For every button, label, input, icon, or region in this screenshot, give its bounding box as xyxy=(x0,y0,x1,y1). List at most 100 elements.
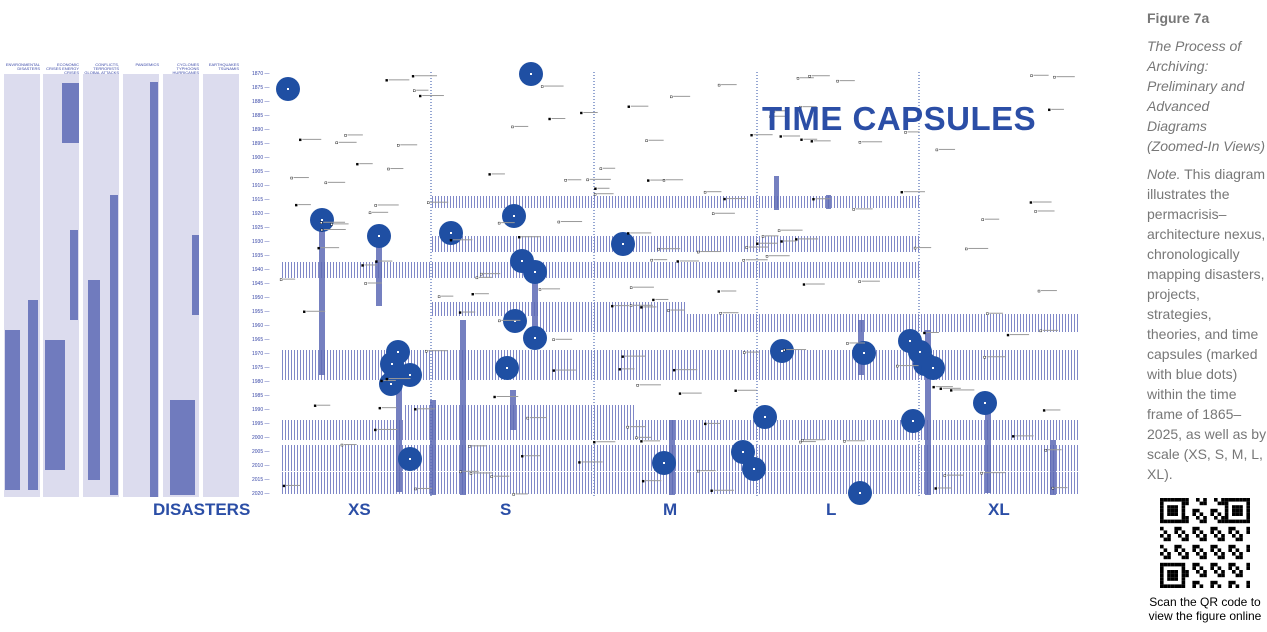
time-capsule-marker xyxy=(514,320,516,322)
project-label xyxy=(367,282,382,284)
project-label xyxy=(681,392,702,394)
project-marker xyxy=(427,201,430,204)
project-label xyxy=(555,338,573,340)
project-marker xyxy=(586,178,589,182)
project-marker xyxy=(750,134,753,137)
project-label xyxy=(323,228,346,230)
year-tick: 1885 — xyxy=(252,113,270,119)
project-bar xyxy=(319,220,325,375)
project-label xyxy=(377,428,398,430)
project-label xyxy=(984,218,1000,220)
time-capsule-marker xyxy=(932,367,934,369)
project-label xyxy=(514,125,529,127)
project-label xyxy=(372,211,389,213)
time-capsule-marker xyxy=(859,492,861,494)
project-label xyxy=(483,273,501,275)
project-label xyxy=(621,368,635,370)
project-marker xyxy=(636,384,639,387)
time-capsule-marker xyxy=(390,383,392,385)
figure-subtitle: The Process of Archiving: Preliminary an… xyxy=(1147,38,1266,154)
project-marker xyxy=(317,246,320,250)
project-marker xyxy=(1042,409,1046,412)
project-label xyxy=(660,248,681,250)
time-capsule-marker xyxy=(984,402,986,404)
disaster-bar xyxy=(170,400,195,495)
project-label xyxy=(917,247,932,249)
project-label xyxy=(555,369,576,371)
project-marker xyxy=(676,260,679,263)
project-label xyxy=(861,141,883,143)
project-marker xyxy=(986,312,989,315)
project-label xyxy=(781,229,803,231)
project-marker xyxy=(385,79,388,82)
year-tick: 2010 — xyxy=(252,463,270,469)
year-tick: 1905 — xyxy=(252,169,270,175)
project-marker xyxy=(772,110,776,113)
project-label xyxy=(521,236,541,238)
project-band xyxy=(280,262,920,278)
year-tick: 1945 — xyxy=(252,281,270,287)
qr-code[interactable] xyxy=(1160,498,1250,588)
project-marker xyxy=(836,79,839,83)
project-marker xyxy=(769,115,772,118)
project-label xyxy=(811,75,830,77)
project-marker xyxy=(295,203,298,207)
project-marker xyxy=(640,440,643,443)
project-marker xyxy=(480,272,483,276)
time-capsule-marker xyxy=(534,271,536,273)
project-label xyxy=(846,440,866,442)
project-label xyxy=(629,426,647,428)
project-marker xyxy=(344,134,347,137)
project-marker xyxy=(1048,108,1051,112)
project-marker xyxy=(493,395,496,399)
project-label xyxy=(802,441,816,443)
project-marker xyxy=(475,276,479,280)
project-marker xyxy=(593,193,597,196)
project-label xyxy=(986,356,1007,358)
project-marker xyxy=(1034,210,1037,213)
project-marker xyxy=(640,306,643,309)
project-label xyxy=(338,141,357,143)
project-label xyxy=(805,283,825,285)
project-marker xyxy=(795,238,798,241)
project-label xyxy=(630,105,649,107)
project-marker xyxy=(279,278,283,281)
scale-label-l: L xyxy=(826,500,837,519)
project-marker xyxy=(647,179,650,182)
project-marker xyxy=(745,246,748,249)
project-label xyxy=(596,441,616,443)
time-capsule-marker xyxy=(391,363,393,365)
project-marker xyxy=(626,425,629,429)
project-label xyxy=(624,355,646,357)
project-label xyxy=(415,75,438,77)
project-marker xyxy=(935,148,939,152)
disaster-bar xyxy=(45,340,65,470)
project-label xyxy=(648,139,664,141)
project-label xyxy=(679,260,699,262)
project-marker xyxy=(511,125,514,129)
project-marker xyxy=(418,94,422,98)
project-marker xyxy=(610,304,614,308)
project-label xyxy=(759,242,778,244)
project-label xyxy=(1032,201,1052,203)
project-marker xyxy=(414,487,417,491)
project-marker xyxy=(303,310,306,313)
project-marker xyxy=(783,348,786,352)
project-marker xyxy=(368,211,372,215)
scale-label-xs: XS xyxy=(348,500,371,519)
project-label xyxy=(765,235,779,237)
project-marker xyxy=(810,140,814,143)
project-label xyxy=(772,115,788,117)
disaster-bar xyxy=(70,230,78,320)
time-capsule-marker xyxy=(321,219,323,221)
year-tick: 1895 — xyxy=(252,141,270,147)
project-label xyxy=(359,163,373,165)
project-label xyxy=(1056,76,1075,78)
project-marker xyxy=(711,212,715,215)
project-label xyxy=(333,223,349,225)
project-label xyxy=(597,193,614,195)
project-marker xyxy=(641,479,645,483)
project-label xyxy=(544,85,564,87)
scale-label-m: M xyxy=(663,500,678,519)
project-label xyxy=(782,135,801,137)
